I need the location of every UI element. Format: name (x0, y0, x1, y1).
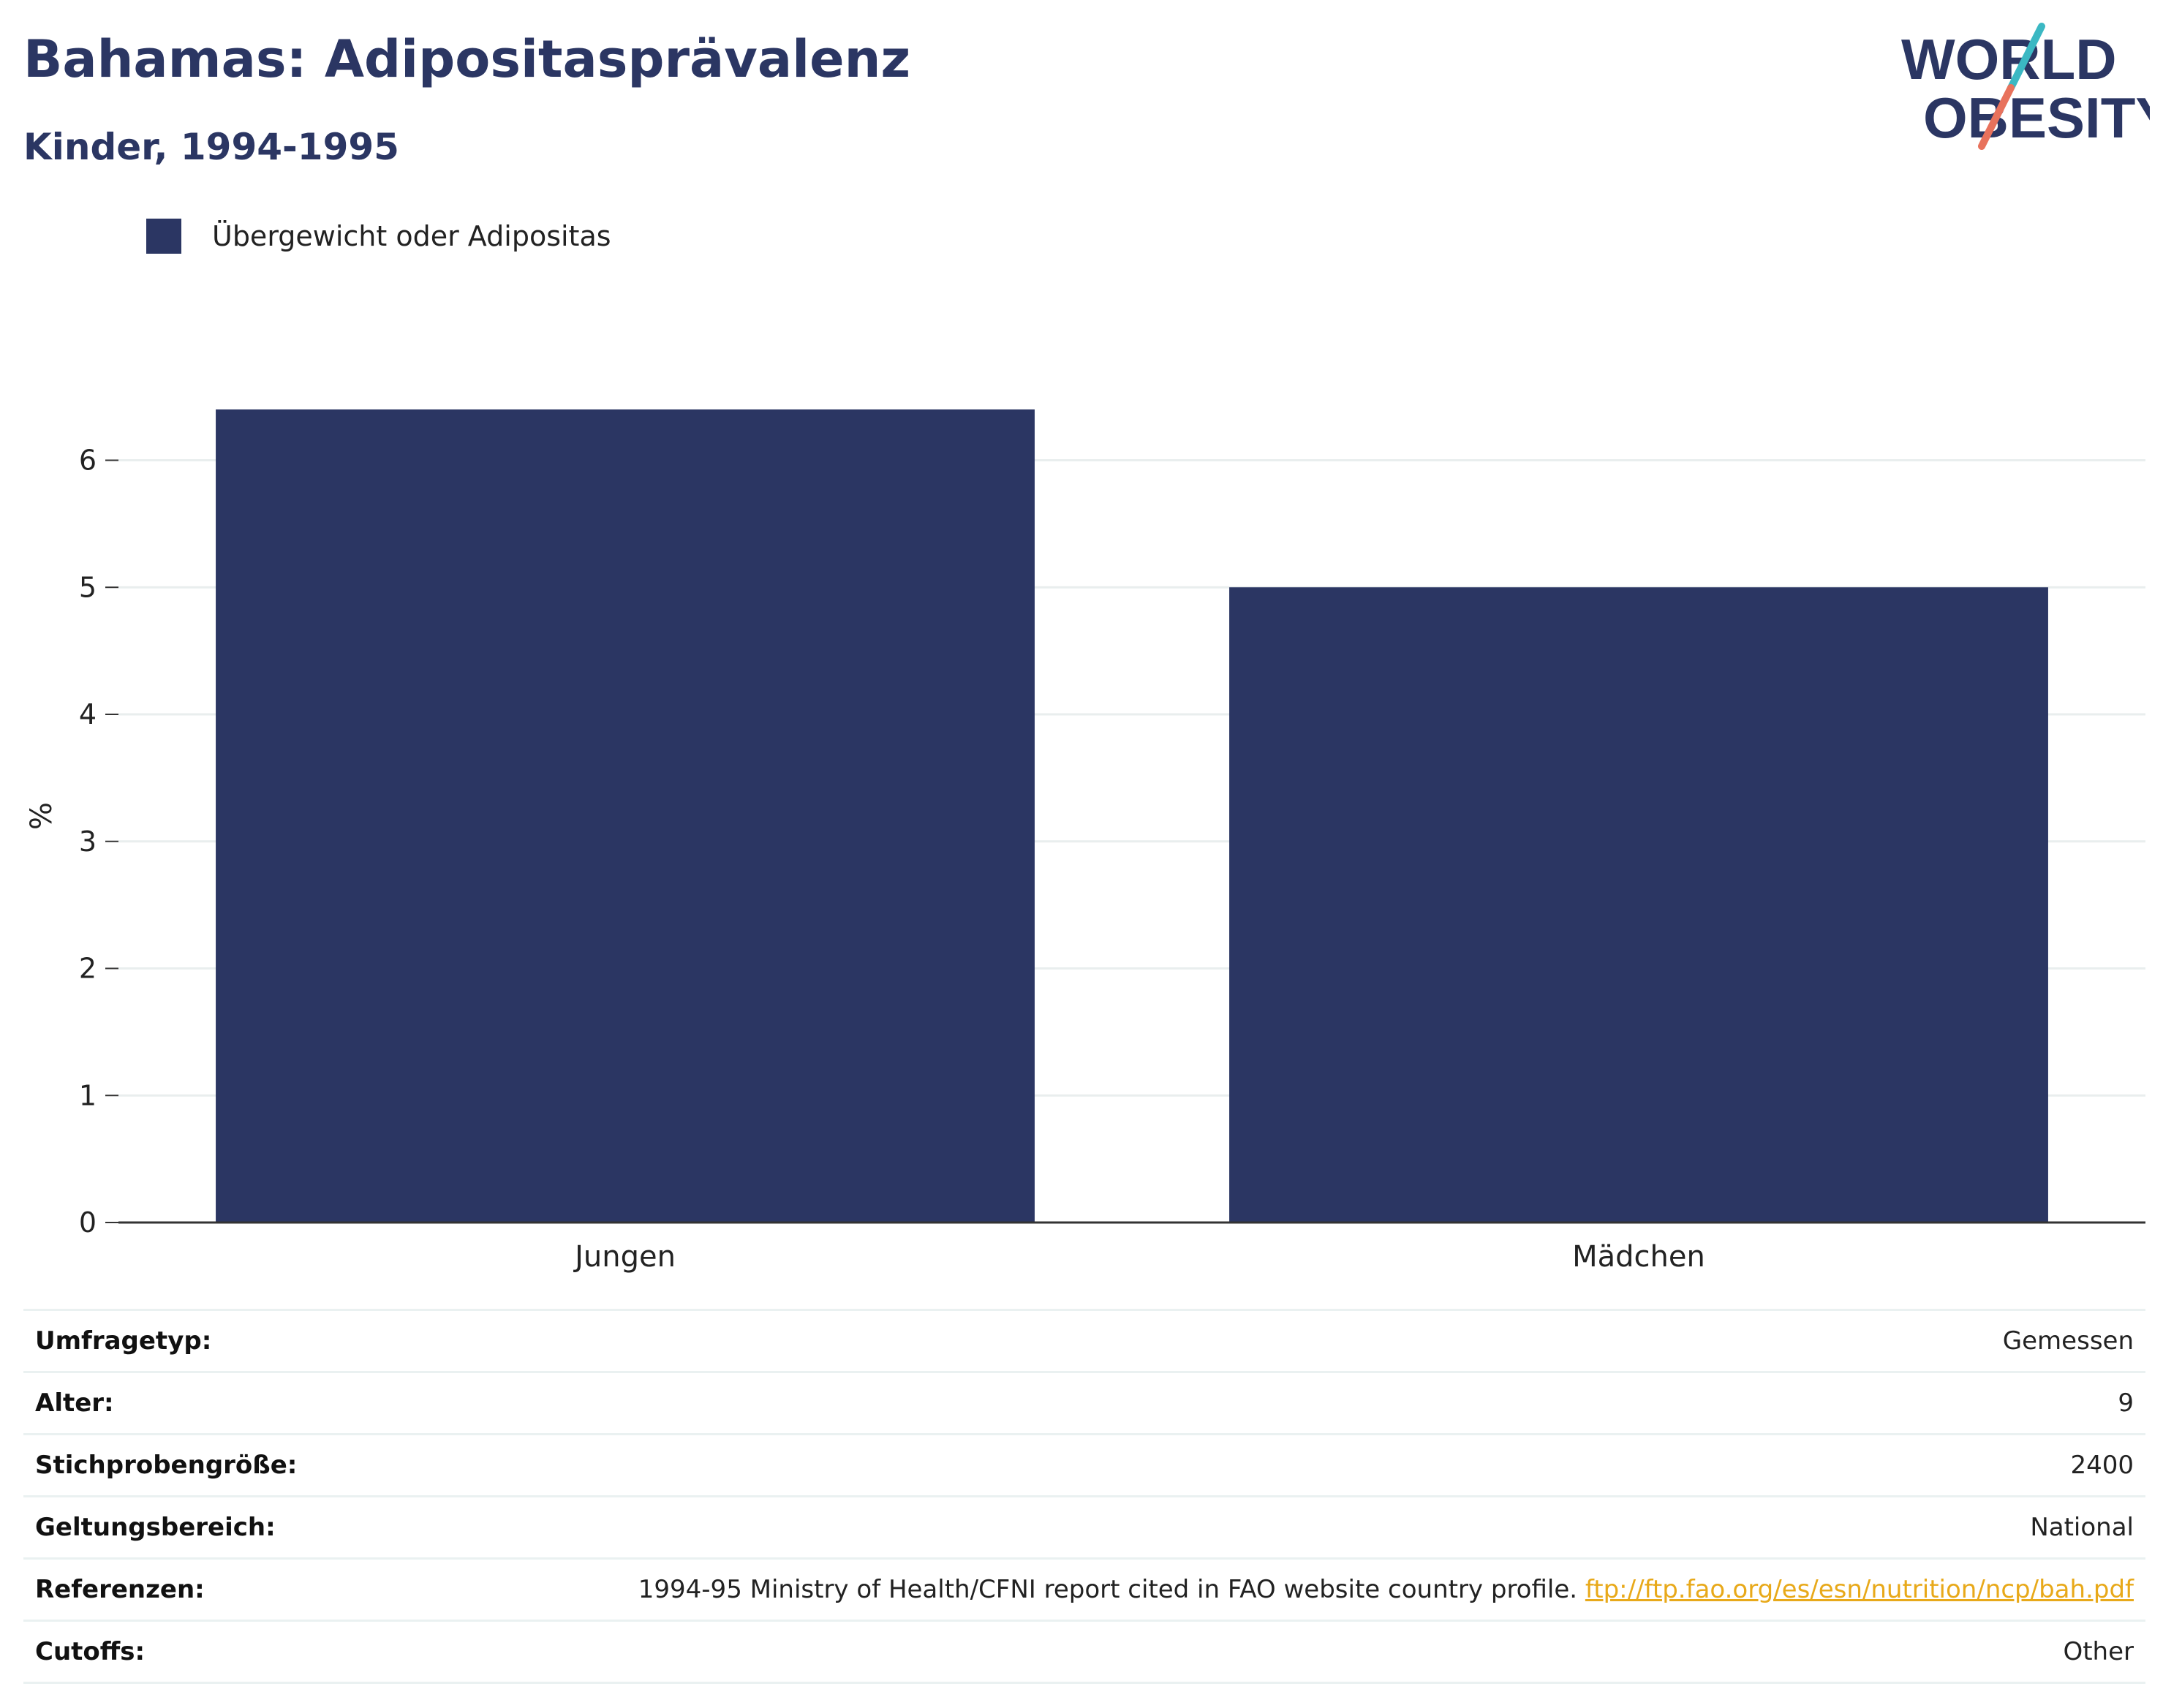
info-key: Referenzen: (23, 1557, 360, 1621)
info-value: Gemessen (359, 1309, 2145, 1372)
x-tick-label: Mädchen (1572, 1240, 1705, 1274)
y-tick-label: 4 (79, 698, 97, 730)
info-value: Other (359, 1620, 2145, 1684)
y-tick-label: 1 (79, 1079, 97, 1111)
legend[interactable]: Übergewicht oder Adipositas (146, 218, 611, 254)
info-value-text: 9 (2118, 1388, 2134, 1418)
logo-obesity-text: OBESITY (1923, 86, 2150, 150)
info-value: 2400 (359, 1433, 2145, 1497)
info-key: Cutoffs: (23, 1620, 360, 1684)
info-value-text: 2400 (2070, 1451, 2134, 1480)
y-tick-label: 2 (79, 953, 97, 985)
info-value-text: National (2030, 1513, 2134, 1542)
info-value: National (359, 1495, 2145, 1559)
info-row: Umfragetyp: Gemessen (23, 1309, 2145, 1372)
y-tick-label: 3 (79, 825, 97, 858)
info-row: Cutoffs: Other (23, 1620, 2145, 1684)
info-value-text: 1994-95 Ministry of Health/CFNI report c… (638, 1575, 1578, 1604)
info-row: Geltungsbereich: National (23, 1495, 2145, 1559)
info-key: Alter: (23, 1371, 360, 1435)
legend-label: Übergewicht oder Adipositas (212, 220, 611, 252)
info-key: Stichprobengröße: (23, 1433, 360, 1497)
logo-slash-coral (1978, 84, 2015, 150)
logo-world-text: WORLD (1901, 27, 2117, 91)
reference-link[interactable]: ftp://ftp.fao.org/es/esn/nutrition/ncp/b… (1585, 1575, 2134, 1604)
logo-slash-teal (2007, 23, 2045, 91)
chart-subtitle: Kinder, 1994-1995 (23, 126, 399, 168)
legend-swatch (146, 219, 181, 254)
info-row: Referenzen: 1994-95 Ministry of Health/CF… (23, 1557, 2145, 1621)
info-key: Geltungsbereich: (23, 1495, 360, 1559)
info-value: 1994-95 Ministry of Health/CFNI report c… (359, 1557, 2145, 1621)
info-row: Alter: 9 (23, 1371, 2145, 1435)
bar-2[interactable] (1229, 587, 2048, 1223)
x-tick-label: Jungen (573, 1240, 676, 1274)
y-tick-label: 6 (79, 445, 97, 477)
y-tick-label: 5 (79, 571, 97, 603)
info-row: Stichprobengröße: 2400 (23, 1433, 2145, 1497)
info-value: 9 (359, 1371, 2145, 1435)
info-value-text: Other (2063, 1637, 2134, 1666)
bar-1[interactable] (216, 409, 1035, 1223)
y-axis-label: % (25, 802, 58, 830)
world-obesity-logo: WORLD OBESITY (1901, 23, 2150, 150)
bar-chart: 0 1 2 3 4 5 6 Jungen Mädchen % (25, 409, 2145, 1274)
info-key: Umfragetyp: (23, 1309, 360, 1372)
chart-title: Bahamas: Adipositasprävalenz (23, 29, 911, 89)
info-table: Umfragetyp: Gemessen Alter: 9 Stichprobengrö… (23, 1309, 2145, 1684)
y-tick-label: 0 (79, 1206, 97, 1239)
info-value-text: Gemessen (2002, 1326, 2134, 1356)
